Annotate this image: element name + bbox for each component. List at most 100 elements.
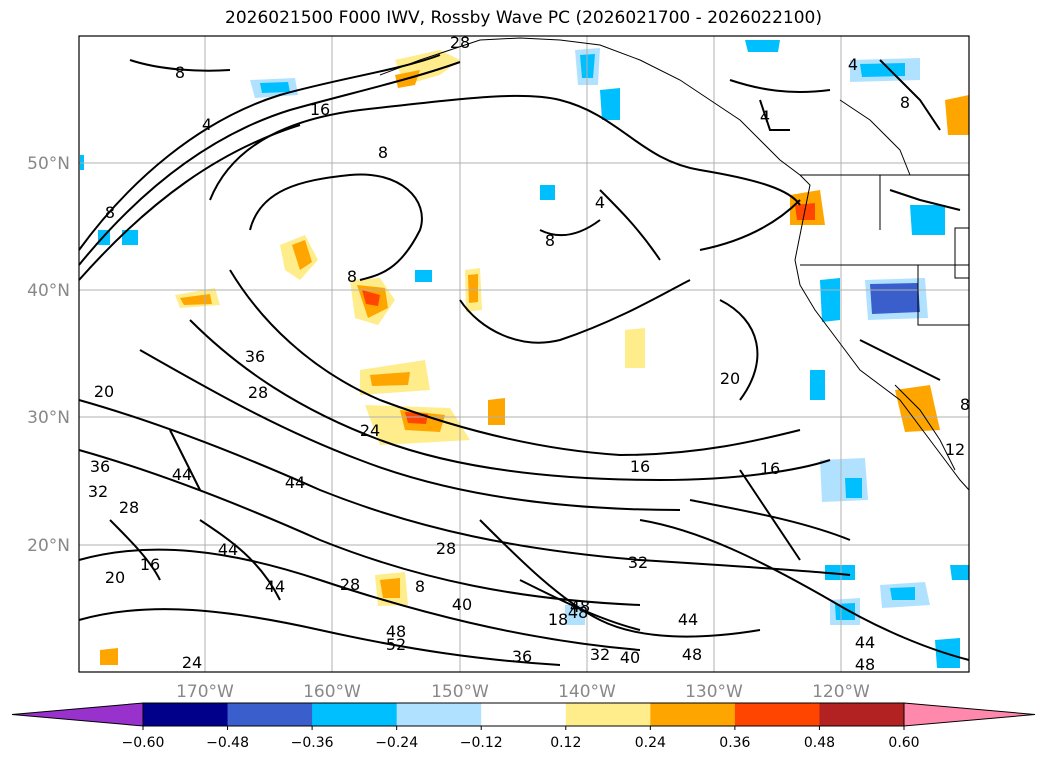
contour-label: 28	[340, 575, 360, 594]
contour-label: 28	[450, 33, 470, 52]
contour-label: 48	[682, 645, 702, 664]
iwv-contours	[78, 54, 970, 666]
colorbar-tick-label: 0.60	[888, 735, 919, 751]
anomaly-neg	[745, 40, 780, 52]
contour-label: 4	[760, 107, 770, 126]
map-panel: 8164888844482836282024362844283220164444…	[27, 33, 970, 702]
contour-label: 20	[720, 369, 740, 388]
contour-label: 52	[386, 635, 406, 654]
contour-label: 16	[140, 555, 160, 574]
anomaly-neg	[860, 63, 905, 77]
contour-label: 36	[512, 647, 532, 666]
contour-label: 28	[436, 539, 456, 558]
anomaly-pos	[468, 274, 478, 303]
contour-label: 16	[310, 100, 330, 119]
colorbar-tick-label: −0.48	[206, 735, 249, 751]
anomaly-neg	[950, 565, 969, 580]
anomaly-neg	[810, 370, 825, 400]
chart-title: 2026021500 F000 IWV, Rossby Wave PC (202…	[225, 8, 822, 28]
contour-label: 16	[760, 459, 780, 478]
anomaly-neg	[910, 205, 945, 235]
anomaly-neg	[870, 283, 920, 314]
contour-label: 16	[630, 457, 650, 476]
lat-tick-label: 50°N	[27, 154, 70, 174]
anomaly-pos	[380, 578, 400, 598]
colorbar-tick-label: 0.48	[804, 735, 835, 751]
contour-label: 24	[182, 653, 202, 672]
colorbar-segment	[819, 703, 905, 726]
contour-label: 44	[172, 465, 192, 484]
contour-label: 36	[245, 347, 265, 366]
contour-label: 48	[855, 655, 875, 674]
anomaly-neg	[845, 478, 862, 498]
contour-label: 8	[378, 143, 388, 162]
contour-label: 44	[265, 577, 285, 596]
contour-label: 32	[590, 645, 610, 664]
colorbar-extend-high	[903, 702, 1036, 727]
colorbar-tick-label: −0.12	[460, 735, 503, 751]
contour-label: 24	[360, 421, 380, 440]
contour-label: 20	[94, 382, 114, 401]
colorbar-segment	[481, 703, 567, 726]
contour-label: 8	[105, 203, 115, 222]
contour-label: 48	[568, 603, 588, 622]
colorbar-tick-label: −0.60	[122, 735, 165, 751]
contour-label: 40	[452, 595, 472, 614]
anomaly-pos	[370, 372, 410, 386]
lat-tick-label: 30°N	[27, 408, 70, 428]
colorbar-segment	[227, 703, 313, 726]
anomaly-neg	[540, 185, 555, 200]
contour-label: 18	[548, 610, 568, 629]
lon-tick-label: 120°W	[812, 682, 870, 702]
contour-label: 8	[415, 577, 425, 596]
lon-tick-label: 140°W	[558, 682, 616, 702]
anomaly-pos	[180, 294, 212, 305]
colorbar-tick-label: 0.24	[635, 735, 666, 751]
contour-label: 8	[900, 93, 910, 112]
contour-label: 8	[960, 395, 970, 414]
lon-tick-label: 130°W	[685, 682, 743, 702]
colorbar-tick-label: 0.12	[550, 735, 581, 751]
anomaly-neg	[260, 82, 290, 93]
anomaly-pos	[945, 95, 969, 135]
contour-label: 20	[105, 568, 125, 587]
colorbar-segment	[565, 703, 651, 726]
colorbar-frame	[142, 702, 905, 727]
map-frame	[78, 35, 970, 673]
colorbar-segment	[396, 703, 482, 726]
anomaly-pos	[100, 648, 118, 665]
contour-label: 44	[218, 540, 238, 559]
colorbar-tick-label: −0.24	[375, 735, 418, 751]
anomaly-neg	[415, 270, 432, 282]
contour-label: 32	[628, 553, 648, 572]
anomaly-pos	[625, 328, 645, 368]
contour-label: 28	[248, 383, 268, 402]
contour-label: 36	[90, 457, 110, 476]
contour-label: 12	[945, 440, 965, 459]
contour-label: 4	[595, 193, 605, 212]
lon-tick-label: 160°W	[303, 682, 361, 702]
colorbar-segment	[650, 703, 736, 726]
contour-labels: 8164888844482836282024362844283220164444…	[88, 33, 970, 674]
contour-label: 32	[88, 482, 108, 501]
contour-label: 48	[386, 622, 406, 641]
lon-tick-label: 150°W	[431, 682, 489, 702]
contour-label: 28	[119, 498, 139, 517]
lat-tick-label: 40°N	[27, 281, 70, 301]
contour-label: 4	[202, 115, 212, 134]
anomaly-neg	[825, 565, 855, 580]
colorbar-tick-label: 0.36	[719, 735, 750, 751]
anomaly-neg	[600, 88, 620, 120]
anomaly-pos	[292, 240, 312, 270]
contour-label: 44	[285, 473, 305, 492]
contour-label: 48	[570, 597, 590, 616]
anomaly-neg	[565, 605, 585, 625]
anomaly-neg	[820, 278, 840, 322]
contour-label: 8	[175, 63, 185, 82]
contour-label: 40	[620, 648, 640, 667]
colorbar-extend-low	[11, 702, 144, 727]
anomaly-pos	[488, 398, 505, 425]
colorbar-segment	[312, 703, 398, 726]
contour-label: 44	[678, 610, 698, 629]
